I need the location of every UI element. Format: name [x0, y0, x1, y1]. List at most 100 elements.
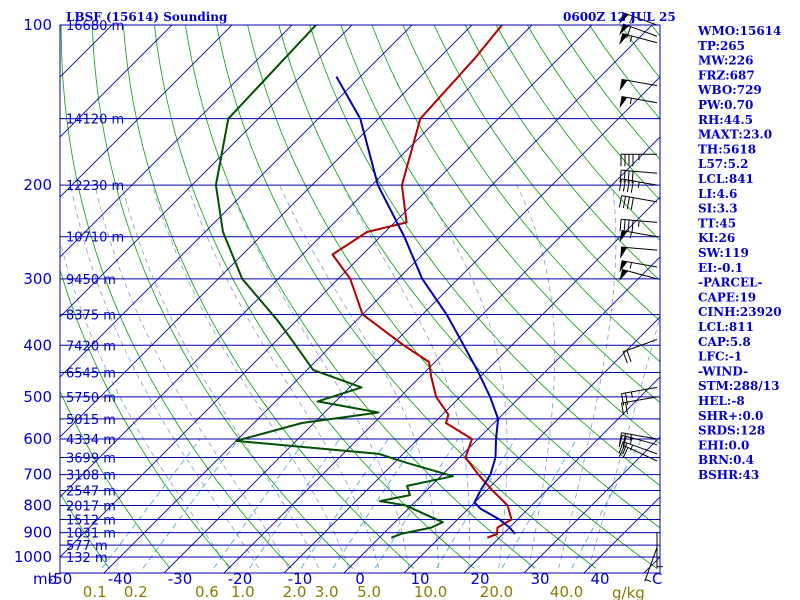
height-label: 3699 m: [66, 451, 116, 466]
stability-index-item: MW:226: [698, 54, 753, 68]
mixing-ratio-line: [436, 438, 516, 569]
pressure-tick-label: 300: [23, 270, 52, 288]
temperature-profile-line: [331, 25, 513, 539]
pressure-unit-label: mb: [33, 570, 57, 588]
mixing-ratio-label: 0.6: [195, 583, 219, 600]
wind-barb: [619, 269, 658, 282]
stability-index-item: SRDS:128: [698, 424, 765, 438]
stability-index-item: WMO:15614: [697, 24, 781, 38]
stability-index-item: LCL:811: [698, 320, 754, 334]
stability-index-item: SW:119: [698, 246, 749, 260]
height-label: 2547 m: [66, 485, 116, 500]
height-label: 10710 m: [66, 231, 124, 246]
dry-adiabat-line: [278, 25, 660, 529]
wind-barb: [620, 246, 658, 259]
mixing-ratio-label: 10.0: [414, 583, 447, 600]
dry-adiabat-line: [464, 25, 660, 282]
stability-index-item: MAXT:23.0: [698, 128, 772, 142]
height-label: 577 m: [66, 539, 108, 554]
height-label: 1512 m: [66, 513, 116, 528]
mixing-ratio-label: 1.0: [231, 583, 255, 600]
wind-barb: [618, 178, 658, 193]
station-title: LBSF (15614) Sounding: [66, 10, 228, 24]
isotherm-line: [103, 25, 653, 573]
stability-index-item: BSHR:43: [698, 468, 759, 482]
stability-index-item: L57:5.2: [698, 157, 748, 171]
wind-barbs: [618, 12, 663, 583]
wind-barb: [621, 396, 658, 416]
dry-adiabat-line: [402, 25, 660, 363]
wind-barb: [618, 441, 658, 455]
stability-index-item: CAPE:19: [698, 290, 756, 304]
isotherm-line: [163, 76, 660, 573]
wind-barb: [619, 23, 658, 39]
wind-barb: [621, 386, 658, 406]
pressure-tick-label: 200: [23, 176, 52, 194]
wind-barb: [619, 12, 658, 26]
wind-barb: [619, 169, 658, 184]
mixing-ratio-label: 5.0: [357, 583, 381, 600]
pressure-tick-label: 600: [23, 430, 52, 448]
wind-barb: [619, 78, 658, 92]
temperature-tick-label: 20: [470, 570, 489, 588]
stability-index-item: TT:45: [698, 216, 736, 230]
stability-index-item: BRN:0.4: [698, 453, 754, 467]
pressure-tick-label: 700: [23, 466, 52, 484]
isotherm-line: [60, 25, 473, 438]
mixing-ratio-unit-label: g/kg: [612, 584, 645, 600]
dry-adiabat-line: [154, 25, 475, 569]
dry-adiabat-line: [185, 25, 536, 569]
height-label: 1031 m: [66, 527, 116, 542]
stability-index-item: FRZ:687: [698, 68, 755, 82]
wind-barb: [619, 32, 658, 46]
dry-adiabat-line: [91, 25, 353, 569]
temperature-tick-label: -10: [288, 570, 313, 588]
dewpoint-profile-line: [214, 25, 454, 539]
pressure-tick-label: 800: [23, 496, 52, 514]
moist-adiabat-line: [121, 184, 320, 569]
stability-index-item: -PARCEL-: [698, 276, 763, 290]
height-label: 9450 m: [66, 273, 116, 288]
mixing-ratio-label: 3.0: [315, 583, 339, 600]
pressure-tick-label: 900: [23, 524, 52, 542]
parcel-profile-line: [335, 76, 516, 535]
wind-barb: [618, 195, 658, 210]
height-label: 2017 m: [66, 499, 116, 514]
mixing-ratio-line: [374, 438, 459, 569]
moist-adiabat-line: [516, 184, 556, 569]
height-label: 7420 m: [66, 339, 116, 354]
wind-barb: [619, 95, 658, 109]
dry-adiabat-line: [60, 268, 232, 569]
isotherm-line: [60, 25, 233, 198]
wind-barb: [622, 338, 658, 364]
temperature-tick-label: -30: [168, 570, 193, 588]
moist-adiabat-line: [342, 184, 470, 569]
stability-index-item: WBO:729: [697, 83, 762, 97]
moist-adiabat-line: [421, 184, 508, 569]
moist-adiabat-line: [151, 184, 350, 569]
height-label: 14120 m: [66, 113, 124, 128]
wind-barb: [620, 153, 657, 167]
temperature-tick-label: 0: [355, 570, 365, 588]
stability-index-item: PW:0.70: [698, 98, 753, 112]
pressure-tick-label: 1000: [14, 548, 52, 566]
stability-index-item: EHI:0.0: [698, 438, 749, 452]
mixing-ratio-line: [249, 438, 341, 569]
wind-barb: [619, 229, 658, 243]
stability-index-item: RH:44.5: [698, 113, 753, 127]
stability-index-item: SHR+:0.0: [698, 409, 763, 423]
height-label: 16680 m: [66, 19, 124, 34]
mixing-ratio-line: [142, 438, 240, 569]
series-lines: [214, 25, 516, 539]
height-label: 132 m: [66, 551, 108, 566]
stability-index-item: LI:4.6: [698, 187, 737, 201]
isotherm-line: [60, 25, 593, 558]
dry-adiabat-line: [309, 25, 660, 487]
mixing-ratio-line: [571, 438, 643, 569]
temperature-tick-label: -50: [48, 570, 73, 588]
mixing-ratio-line: [300, 438, 389, 569]
stability-index-item: HEL:-8: [698, 394, 745, 408]
dry-adiabat-line: [216, 25, 597, 569]
height-label: 3108 m: [66, 469, 116, 484]
